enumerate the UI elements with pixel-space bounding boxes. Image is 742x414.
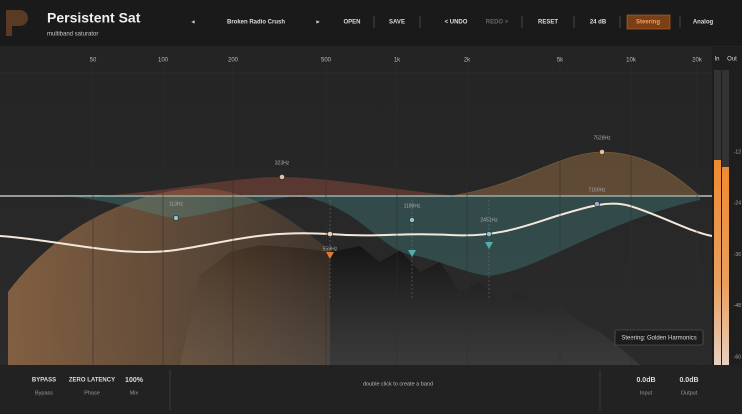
frequency-label: 20k — [692, 58, 703, 64]
control-value[interactable]: 100% — [125, 377, 144, 384]
band-handle[interactable] — [485, 242, 493, 249]
band-handle[interactable] — [408, 250, 416, 257]
band-label: 7160Hz — [588, 187, 606, 193]
frequency-label: 200 — [228, 58, 239, 64]
band-node[interactable] — [173, 215, 179, 221]
footer — [0, 365, 742, 414]
frequency-label: 2k — [464, 58, 471, 64]
meter-scale-label: -36 — [734, 252, 741, 258]
subtitle: multiband saturator — [47, 32, 98, 38]
meter-scale-label: -24 — [734, 201, 741, 207]
response-curve — [0, 202, 713, 253]
logo — [6, 10, 28, 36]
meter-scale-label: -12 — [734, 149, 741, 155]
header-button[interactable]: Analog — [693, 20, 714, 26]
band-label: 7528Hz — [593, 135, 611, 141]
band-node[interactable] — [486, 231, 492, 237]
meter-scale-label: -60 — [734, 355, 741, 361]
frequency-label: 500 — [321, 58, 332, 64]
band-shape — [300, 196, 700, 276]
band-label: 559Hz — [323, 246, 338, 252]
input-meter — [714, 160, 721, 365]
meter-out-label: Out — [727, 57, 737, 63]
preset-name[interactable]: Broken Radio Crush — [227, 20, 285, 26]
header-button[interactable]: RESET — [538, 20, 558, 26]
tooltip: Steering: Golden Harmonics — [621, 336, 696, 342]
band-shape — [100, 177, 460, 196]
meter-scale-label: -48 — [734, 303, 741, 309]
frequency-label: 1k — [394, 58, 401, 64]
graph: 113Hz323Hz559Hz1188Hz2451Hz7160Hz7528Hz … — [0, 72, 713, 365]
meter-in-label: In — [714, 57, 719, 63]
input-label: Input — [640, 390, 653, 396]
frequency-label: 50 — [90, 58, 97, 64]
tooltip-box — [614, 329, 704, 346]
frequency-label: 5k — [557, 58, 564, 64]
header-button[interactable]: Steering — [636, 20, 660, 26]
band-shape — [8, 188, 330, 365]
control-label: Bypass — [35, 390, 53, 396]
control-label: Phase — [84, 390, 100, 396]
hint: double click to create a band — [363, 381, 433, 387]
output-meter — [722, 167, 729, 365]
control-value[interactable]: BYPASS — [32, 378, 56, 384]
band-label: 113Hz — [169, 201, 184, 207]
control-value[interactable]: ZERO LATENCY — [69, 378, 115, 384]
prev-preset[interactable]: ◂ — [190, 20, 195, 26]
band-label: 2451Hz — [480, 217, 498, 223]
next-preset[interactable]: ▸ — [315, 20, 320, 26]
header-button[interactable]: < UNDO — [445, 20, 468, 26]
band-node[interactable] — [279, 174, 285, 180]
header-button[interactable]: 24 dB — [590, 20, 607, 26]
title: Persistent Sat — [47, 10, 141, 26]
band-shape — [60, 196, 300, 218]
header-button[interactable]: SAVE — [389, 20, 405, 26]
steering-button-bg — [626, 14, 671, 30]
output-value[interactable]: 0.0dB — [679, 377, 698, 384]
band-node[interactable] — [327, 231, 333, 237]
band-node[interactable] — [599, 149, 605, 155]
control-label: Mix — [130, 390, 139, 396]
input-value[interactable]: 0.0dB — [636, 377, 655, 384]
frequency-label: 100 — [158, 58, 169, 64]
output-label: Output — [681, 390, 698, 396]
header-button[interactable]: OPEN — [343, 20, 360, 26]
frequency-label: 10k — [626, 58, 637, 64]
band-node[interactable] — [594, 201, 600, 207]
band-handle[interactable] — [326, 252, 334, 259]
band-label: 1188Hz — [404, 203, 421, 209]
header-button[interactable]: REDO > — [486, 20, 509, 26]
header-bar — [0, 0, 742, 46]
band-node[interactable] — [409, 217, 415, 223]
band-label: 323Hz — [275, 160, 290, 166]
